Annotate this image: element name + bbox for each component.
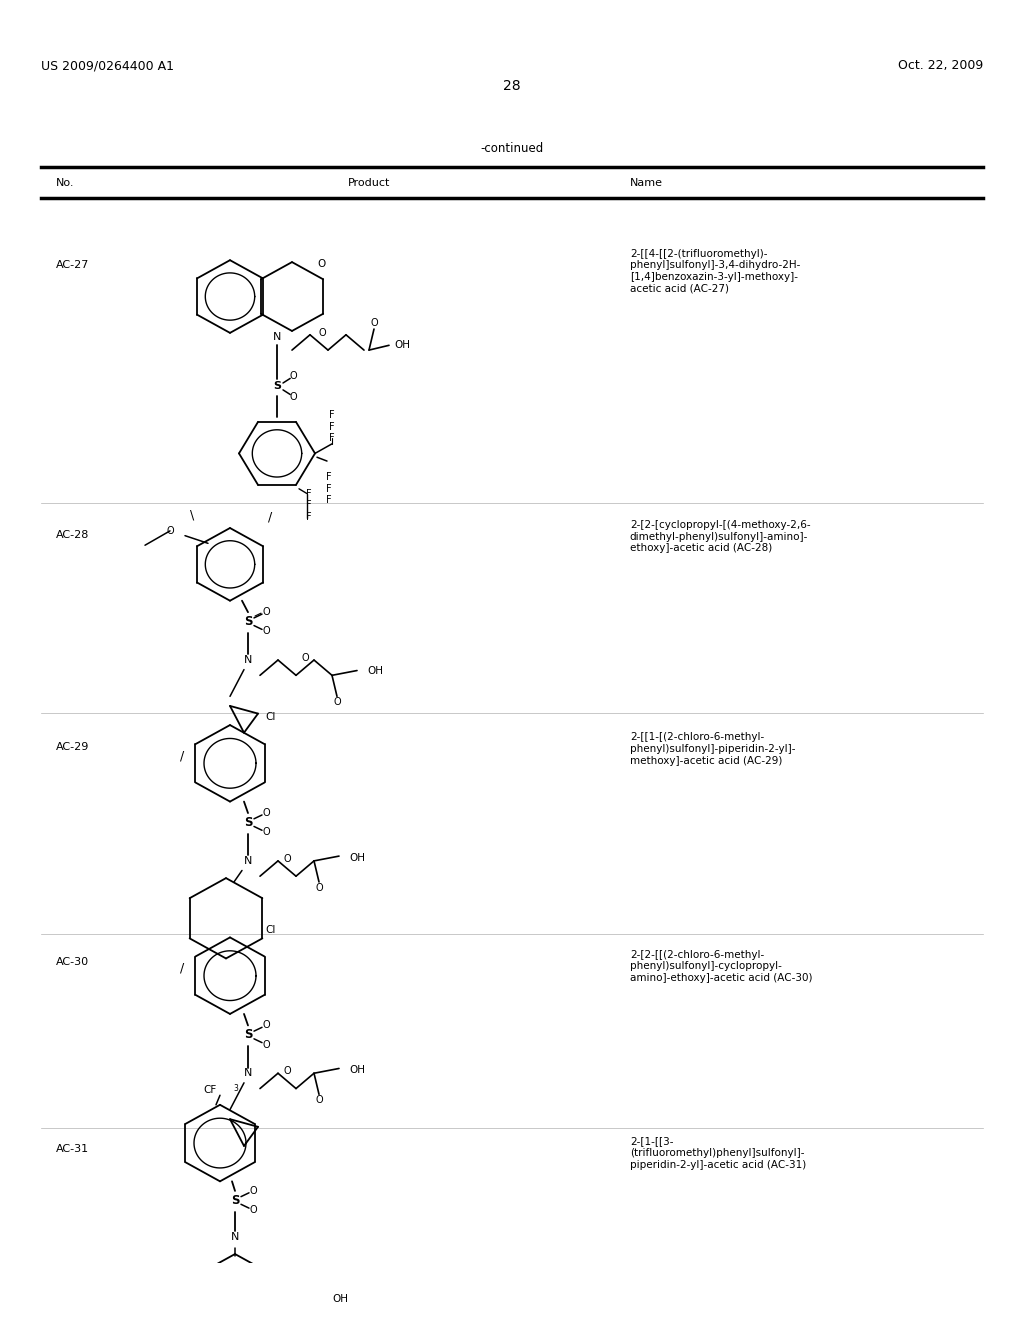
Text: O: O	[284, 854, 291, 865]
Text: S: S	[273, 381, 281, 392]
Text: /: /	[268, 510, 272, 523]
Text: F: F	[329, 433, 335, 444]
Text: O: O	[333, 697, 341, 708]
Text: F: F	[327, 473, 332, 482]
Text: O: O	[301, 653, 309, 663]
Text: OH: OH	[349, 853, 365, 863]
Text: 2-[2-[[(2-chloro-6-methyl-
phenyl)sulfonyl]-cyclopropyl-
amino]-ethoxy]-acetic a: 2-[2-[[(2-chloro-6-methyl- phenyl)sulfon…	[630, 949, 812, 982]
Text: 2-[2-[cyclopropyl-[(4-methoxy-2,6-
dimethyl-phenyl)sulfonyl]-amino]-
ethoxy]-ace: 2-[2-[cyclopropyl-[(4-methoxy-2,6- dimet…	[630, 520, 810, 553]
Text: Cl: Cl	[265, 925, 275, 935]
Text: Cl: Cl	[265, 713, 275, 722]
Text: AC-29: AC-29	[56, 742, 90, 752]
Text: CF: CF	[204, 1085, 217, 1094]
Text: -continued: -continued	[480, 143, 544, 156]
Text: 2-[[1-[(2-chloro-6-methyl-
phenyl)sulfonyl]-piperidin-2-yl]-
methoxy]-acetic aci: 2-[[1-[(2-chloro-6-methyl- phenyl)sulfon…	[630, 733, 796, 766]
Text: O: O	[262, 626, 269, 636]
Text: O: O	[290, 371, 298, 381]
Text: O: O	[262, 808, 269, 818]
Text: O: O	[317, 259, 326, 269]
Text: O: O	[262, 1040, 269, 1049]
Text: OH: OH	[332, 1294, 348, 1304]
Text: S: S	[244, 615, 252, 628]
Text: OH: OH	[349, 1065, 365, 1076]
Text: AC-27: AC-27	[56, 260, 90, 271]
Text: O: O	[371, 318, 378, 329]
Text: O: O	[249, 1185, 257, 1196]
Text: O: O	[249, 1205, 257, 1214]
Text: 28: 28	[503, 79, 521, 92]
Text: /: /	[180, 750, 184, 762]
Text: F: F	[306, 512, 312, 521]
Text: O: O	[262, 607, 269, 618]
Text: /: /	[180, 961, 184, 974]
Text: No.: No.	[56, 178, 75, 187]
Text: F: F	[327, 484, 332, 494]
Text: N: N	[244, 1068, 252, 1078]
Text: Oct. 22, 2009: Oct. 22, 2009	[898, 59, 983, 73]
Text: OH: OH	[367, 665, 383, 676]
Text: 2-[[4-[[2-(trifluoromethyl)-
phenyl]sulfonyl]-3,4-dihydro-2H-
[1,4]benzoxazin-3-: 2-[[4-[[2-(trifluoromethyl)- phenyl]sulf…	[630, 248, 800, 293]
Text: O: O	[166, 525, 174, 536]
Text: O: O	[315, 883, 323, 892]
Text: \: \	[189, 508, 195, 521]
Text: F: F	[329, 411, 335, 420]
Text: F: F	[327, 495, 332, 506]
Text: N: N	[230, 1232, 240, 1242]
Text: S: S	[244, 816, 252, 829]
Text: O: O	[318, 327, 326, 338]
Text: 3: 3	[233, 1084, 239, 1093]
Text: Name: Name	[630, 178, 663, 187]
Text: O: O	[262, 1020, 269, 1031]
Text: Product: Product	[347, 178, 390, 187]
Text: F: F	[306, 500, 312, 510]
Text: O: O	[315, 1096, 323, 1105]
Text: F: F	[329, 421, 335, 432]
Text: N: N	[272, 331, 282, 342]
Text: 2-[1-[[3-
(trifluoromethyl)phenyl]sulfonyl]-
piperidin-2-yl]-acetic acid (AC-31): 2-[1-[[3- (trifluoromethyl)phenyl]sulfon…	[630, 1137, 806, 1170]
Text: AC-31: AC-31	[56, 1144, 89, 1154]
Text: O: O	[284, 1067, 291, 1076]
Text: N: N	[244, 855, 252, 866]
Text: AC-30: AC-30	[56, 957, 89, 968]
Text: S: S	[230, 1195, 240, 1206]
Text: S: S	[244, 1028, 252, 1041]
Text: F: F	[306, 488, 312, 499]
Text: O: O	[262, 828, 269, 837]
Text: OH: OH	[394, 341, 410, 350]
Text: N: N	[244, 655, 252, 665]
Text: US 2009/0264400 A1: US 2009/0264400 A1	[41, 59, 174, 73]
Text: AC-28: AC-28	[56, 531, 90, 540]
Text: O: O	[290, 392, 298, 401]
